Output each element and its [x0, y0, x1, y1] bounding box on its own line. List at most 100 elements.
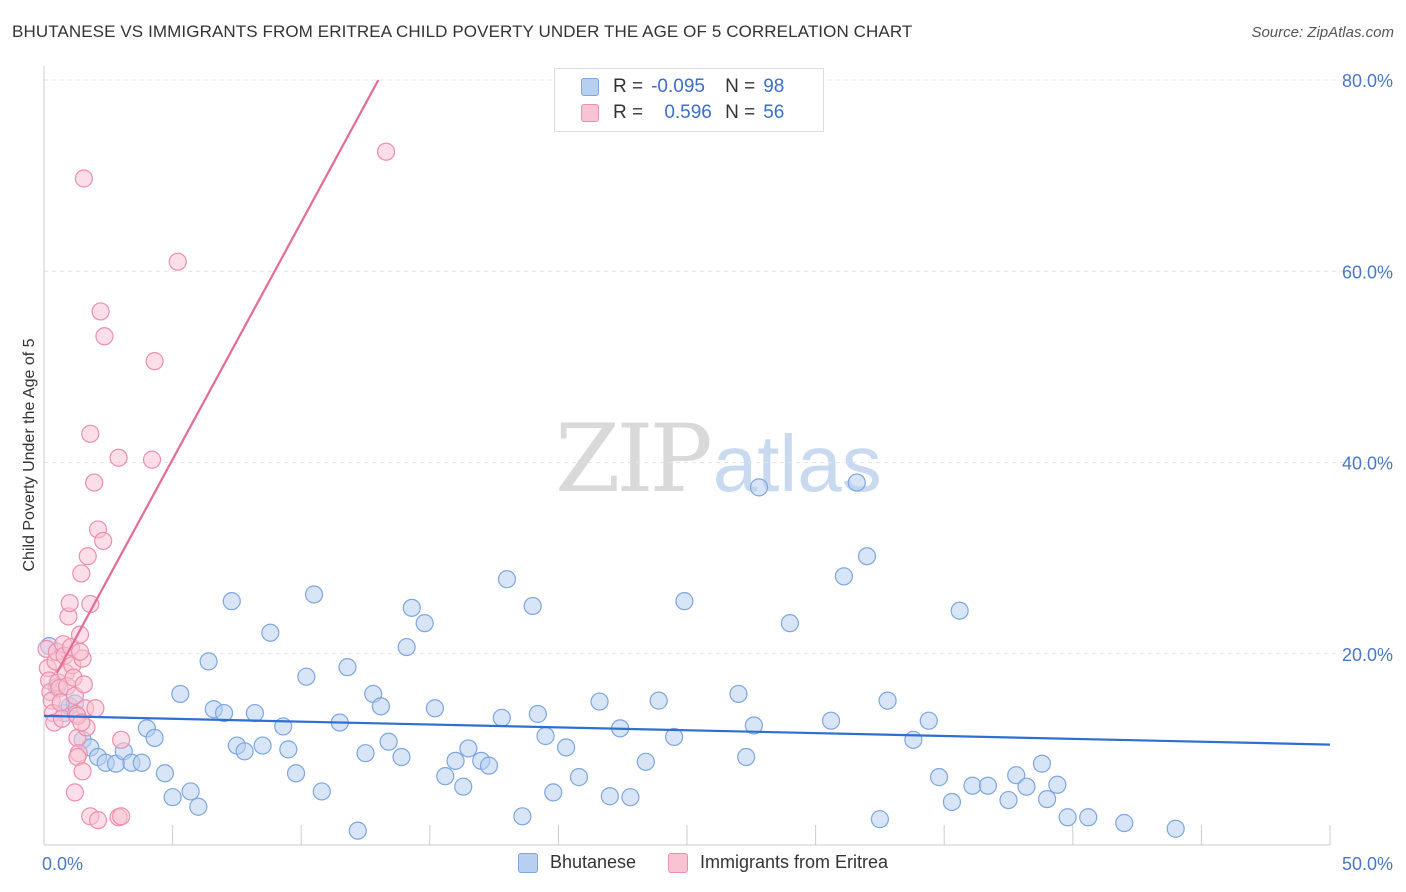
bhutanese-point [181, 782, 200, 801]
bhutanese-trend-line [43, 714, 1331, 746]
eritrea-point [70, 642, 90, 661]
legend-swatch-pink [581, 104, 599, 122]
bhutanese-point [235, 742, 254, 761]
bhutanese-point [1037, 789, 1057, 809]
bottom-legend-item-bhutanese: Bhutanese [517, 852, 637, 873]
axes [43, 66, 1331, 846]
legend-n-label: N = [725, 102, 756, 123]
y-tick-label: 40.0% [1342, 454, 1393, 474]
eritrea-trend-line [55, 79, 380, 674]
bhutanese-point [1007, 766, 1026, 785]
bhutanese-point [379, 732, 398, 751]
bhutanese-point [132, 753, 151, 772]
bhutanese-point [1032, 754, 1052, 773]
bhutanese-point [557, 738, 576, 757]
grid-lines [44, 79, 1395, 655]
bhutanese-point [415, 614, 434, 633]
bhutanese-point [621, 788, 640, 807]
source-label: Source: ZipAtlas.com [1251, 24, 1394, 41]
tick-labels: 20.0% 40.0% 60.0% 80.0% 0.0% 50.0% [42, 71, 1393, 874]
bhutanese-point [261, 623, 280, 642]
eritrea-point [73, 762, 92, 781]
bhutanese-point [744, 716, 763, 735]
bhutanese-point [253, 736, 272, 755]
bhutanese-point [402, 598, 421, 617]
eritrea-point [145, 352, 164, 371]
eritrea-point [81, 424, 100, 443]
bhutanese-point [446, 751, 465, 770]
eritrea-point [112, 730, 131, 749]
bhutanese-point [847, 473, 866, 492]
bhutanese-point [1048, 775, 1067, 794]
eritrea-point [72, 564, 91, 583]
bhutanese-point [590, 692, 609, 711]
bhutanese-point [878, 691, 897, 710]
bhutanese-point [737, 747, 756, 767]
bhutanese-point [371, 697, 391, 716]
bhutanese-point [870, 810, 890, 829]
eritrea-point [109, 448, 128, 467]
bhutanese-point [780, 614, 799, 633]
bhutanese-point [155, 764, 174, 783]
legend-n-value: 98 [763, 76, 785, 97]
bhutanese-point [492, 708, 511, 727]
legend-swatch-blue [581, 78, 599, 96]
y-tick-label: 80.0% [1342, 71, 1393, 91]
eritrea-point [376, 142, 396, 161]
legend: R = -0.095 N = 98 R = 0.596 N = 56 [554, 68, 824, 132]
bhutanese-point [649, 691, 668, 710]
bhutanese-point [392, 747, 411, 767]
legend-r-label: R = [613, 76, 644, 97]
bhutanese-point [199, 652, 218, 671]
eritrea-point [65, 783, 84, 802]
eritrea-point [112, 807, 131, 826]
bhutanese-point [1166, 819, 1185, 838]
eritrea-point [78, 547, 97, 566]
watermark-zip: ZIP [555, 405, 713, 514]
bhutanese-point [459, 739, 478, 758]
bhutanese-point [397, 637, 416, 657]
bhutanese-point [1115, 813, 1134, 833]
bhutanese-point [497, 570, 517, 589]
bhutanese-point [904, 730, 923, 749]
bhutanese-point [304, 585, 324, 604]
bhutanese-point [1079, 808, 1098, 827]
bhutanese-point [338, 658, 357, 677]
bhutanese-point [513, 807, 532, 826]
y-tick-label: 20.0% [1342, 645, 1393, 665]
bhutanese-point [857, 547, 877, 566]
bhutanese-point [528, 704, 547, 724]
legend-r-value: 0.596 [664, 102, 712, 123]
bhutanese-point [919, 711, 938, 730]
bottom-legend-label: Bhutanese [549, 852, 637, 872]
bhutanese-point [569, 768, 589, 787]
bhutanese-point [536, 726, 555, 746]
bhutanese-point [600, 787, 619, 806]
x-tick-label: 50.0% [1342, 854, 1393, 874]
bottom-legend-item-eritrea: Immigrants from Eritrea [668, 852, 888, 873]
bhutanese-point [675, 592, 694, 611]
eritrea-point [95, 327, 114, 346]
bhutanese-point [163, 788, 182, 807]
bhutanese-point [523, 596, 542, 616]
eritrea-point [74, 675, 93, 694]
bhutanese-point [286, 764, 306, 783]
bhutanese-point [356, 744, 375, 763]
data-points [37, 142, 1185, 840]
bhutanese-point [348, 821, 367, 840]
eritrea-point [94, 531, 113, 551]
x-tick-label: 0.0% [42, 854, 83, 874]
bhutanese-point [222, 592, 241, 611]
bhutanese-point [312, 782, 331, 801]
legend-row-bhutanese: R = -0.095 N = 98 [581, 75, 784, 99]
bhutanese-point [978, 776, 998, 795]
bhutanese-point [950, 601, 969, 620]
bhutanese-point [821, 711, 841, 730]
bhutanese-point [279, 740, 298, 759]
bhutanese-point [425, 699, 445, 718]
trend-lines [43, 79, 1331, 746]
bhutanese-point [245, 703, 265, 723]
eritrea-point [60, 593, 79, 613]
y-tick-label: 60.0% [1342, 262, 1393, 282]
